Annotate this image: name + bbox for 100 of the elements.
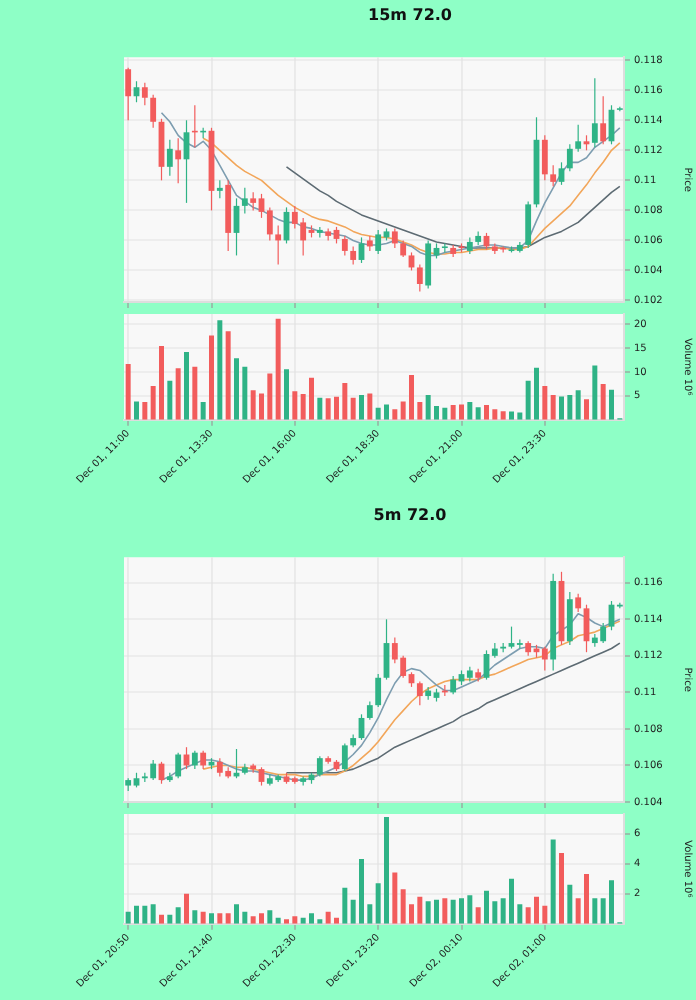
candlestick [275,224,282,266]
candlestick [200,750,207,770]
bar [400,889,406,924]
bar [475,407,481,420]
candlestick [375,229,382,255]
candlestick [216,757,223,778]
bar [167,380,173,420]
chart-title: 15m 72.0 [368,5,453,24]
bar [209,913,214,924]
candlestick [166,139,173,177]
bar [350,397,356,420]
bar [375,407,381,420]
candlestick [216,179,223,199]
candlestick [341,742,348,772]
bar [542,905,548,924]
candlestick [150,94,157,129]
bar [450,404,456,420]
bar [184,352,189,420]
bar [575,390,581,420]
bar [392,872,398,924]
bar [567,394,573,420]
bar [609,389,614,420]
bar [425,901,431,924]
bar [142,905,148,924]
bar [409,374,414,420]
candlestick [600,622,607,644]
candlestick [550,164,557,187]
bar [442,407,448,420]
bar [550,839,556,924]
bar [184,893,189,924]
bar [209,335,214,420]
bar [192,366,198,420]
candlestick [416,263,423,293]
bar [475,907,481,924]
bar [425,394,431,420]
bar [134,401,139,420]
bar [292,916,298,924]
bar [534,367,539,420]
bar [292,391,298,420]
bar [175,368,181,420]
candlestick [375,673,382,708]
bar [125,911,131,924]
bar [584,874,589,924]
bar [234,358,239,420]
candlestick [300,217,307,257]
candlestick [141,82,148,106]
candlestick [341,235,348,257]
bar [342,887,348,924]
bar [250,916,256,924]
bar [592,365,598,420]
bar [417,896,423,924]
candlestick [191,750,198,770]
bar [325,911,331,924]
bar [467,402,473,420]
bar [467,895,473,924]
bar [234,904,239,924]
candlestick [366,700,373,721]
bar [225,913,231,924]
bar [484,890,489,924]
bar [150,904,156,924]
bar [242,911,248,924]
bar [559,853,564,924]
bar [284,369,289,420]
candlestick [566,591,573,646]
bar [500,411,506,420]
candlestick [416,680,423,706]
candlestick [391,227,398,249]
candlestick [591,77,598,148]
bar [459,898,464,924]
bar [342,383,348,420]
candlestick [566,143,573,172]
bar [175,907,181,924]
bar [275,318,281,420]
bar [434,899,439,924]
bar [225,331,231,420]
bar [267,910,273,924]
bar [250,390,256,420]
bar [534,896,539,924]
bar [309,377,314,420]
bar [259,913,264,924]
candlestick [525,200,532,249]
bar [200,402,206,420]
bar [592,898,598,924]
chart-title: 5m 72.0 [373,505,448,524]
bar [459,404,464,420]
bar [484,404,489,420]
candlestick [316,755,323,778]
bar [559,396,564,420]
bar [217,913,223,924]
bar [325,398,331,420]
bar [125,364,131,420]
bar [359,859,364,924]
candlestick [425,239,432,290]
candlestick [175,752,182,779]
candlestick [508,626,515,650]
candlestick [241,187,248,214]
bar [359,394,364,420]
candlestick [600,95,607,145]
bar [492,409,498,420]
candlestick [266,206,273,242]
